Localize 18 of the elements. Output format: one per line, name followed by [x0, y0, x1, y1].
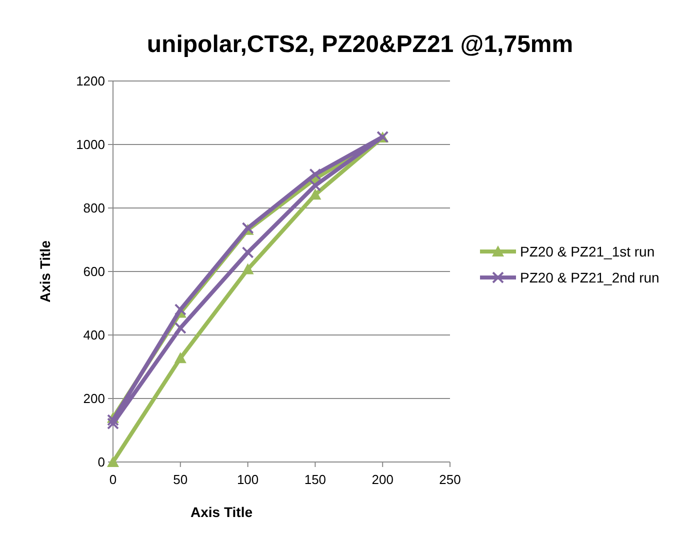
- x-tick-label: 0: [109, 472, 117, 487]
- y-tick-label: 1000: [76, 137, 105, 152]
- y-axis-title: Axis Title: [37, 240, 53, 302]
- legend-label: PZ20 & PZ21_1st run: [520, 243, 655, 260]
- x-tick-label: 150: [304, 472, 326, 487]
- x-axis-title: Axis Title: [190, 504, 253, 520]
- y-tick-label: 200: [83, 391, 105, 406]
- x-tick-label: 200: [372, 472, 394, 487]
- y-tick-label: 800: [83, 200, 105, 216]
- legend-label: PZ20 & PZ21_2nd run: [520, 269, 660, 286]
- y-tick-label: 0: [98, 454, 105, 470]
- x-tick-label: 100: [236, 472, 259, 487]
- x-tick-label: 50: [173, 472, 188, 487]
- y-tick-label: 600: [83, 264, 105, 280]
- y-tick-label: 1200: [76, 74, 105, 89]
- chart-title: unipolar,CTS2, PZ20&PZ21 @1,75mm: [146, 31, 574, 58]
- y-tick-label: 400: [83, 328, 105, 343]
- x-tick-label: 250: [439, 472, 461, 487]
